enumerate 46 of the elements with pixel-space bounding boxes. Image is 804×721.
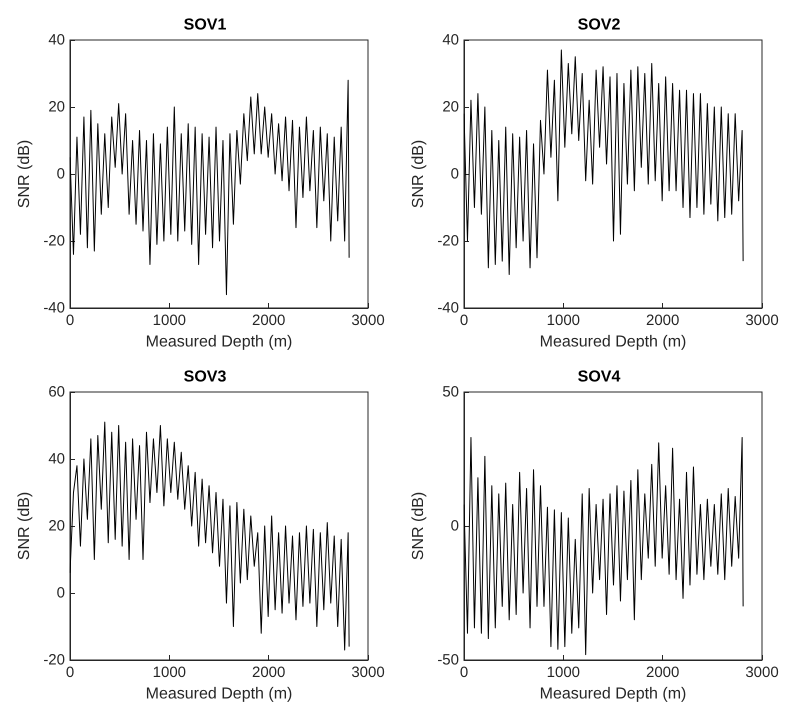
y-tick-label: 0 (450, 166, 459, 182)
y-tick-label: 20 (48, 98, 65, 116)
chart-title: SOV4 (578, 368, 620, 386)
y-tick-label: -20 (43, 232, 65, 250)
y-tick-label: 0 (56, 584, 65, 602)
x-axis-title: Measured Depth (m) (540, 686, 686, 702)
y-tick-label: -20 (437, 232, 459, 250)
x-tick-label: 1000 (546, 312, 580, 329)
y-tick-label: -20 (43, 652, 65, 668)
x-tick-label: 2000 (646, 312, 680, 329)
chart-title: SOV2 (578, 16, 620, 34)
y-axis-title: SNR (dB) (410, 492, 427, 560)
chart-title: SOV1 (184, 16, 226, 34)
y-tick-label: 0 (450, 518, 459, 534)
y-axis-title: SNR (dB) (410, 140, 427, 208)
x-tick-label: 2000 (252, 664, 286, 681)
y-axis-title: SNR (dB) (16, 492, 33, 560)
line-series (464, 50, 744, 275)
line-series (70, 422, 350, 650)
x-tick-label: 3000 (745, 664, 779, 681)
y-tick-label: 0 (56, 166, 65, 182)
x-tick-label: 2000 (252, 312, 286, 329)
y-tick-label: -40 (437, 300, 459, 316)
x-tick-label: 3000 (351, 312, 385, 329)
y-tick-label: 40 (48, 32, 65, 48)
x-tick-label: 1000 (152, 312, 186, 329)
x-tick-label: 2000 (646, 664, 680, 681)
line-series (70, 80, 350, 296)
y-tick-label: 50 (442, 384, 459, 400)
line-series (464, 437, 744, 656)
x-tick-label: 1000 (152, 664, 186, 681)
x-tick-label: 3000 (745, 312, 779, 329)
y-tick-label: -50 (437, 652, 459, 668)
y-tick-label: 20 (48, 518, 65, 534)
y-tick-label: 20 (442, 98, 459, 116)
x-tick-label: 1000 (546, 664, 580, 681)
y-tick-label: 60 (48, 384, 65, 400)
x-axis-title: Measured Depth (m) (540, 334, 686, 350)
y-axis-title: SNR (dB) (16, 140, 33, 208)
y-tick-label: -40 (43, 300, 65, 316)
x-tick-label: 3000 (351, 664, 385, 681)
chart-title: SOV3 (184, 368, 226, 386)
x-axis-title: Measured Depth (m) (146, 334, 292, 350)
y-tick-label: 40 (442, 32, 459, 48)
x-axis-title: Measured Depth (m) (146, 686, 292, 702)
y-tick-label: 40 (48, 450, 65, 468)
